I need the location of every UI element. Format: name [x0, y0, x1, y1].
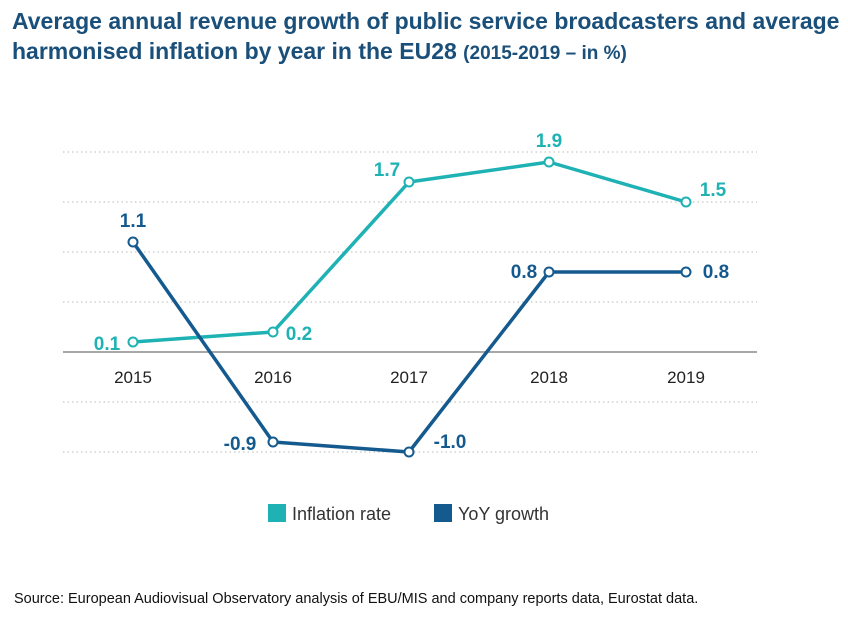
source-note: Source: European Audiovisual Observatory…: [14, 591, 699, 607]
line-chart: 2015 2016 2017 2018 2019 0.1 0.2 1.7 1.9 1.5 1.1 -0…: [63, 131, 757, 524]
data-label: 0.8: [511, 262, 537, 283]
data-point: [267, 436, 279, 448]
legend-label: Inflation rate: [292, 504, 391, 524]
data-label: 0.2: [286, 324, 312, 345]
data-label: 0.8: [703, 262, 729, 283]
data-point: [127, 336, 139, 348]
data-point: [543, 156, 555, 168]
data-label: 1.1: [120, 211, 147, 232]
data-point: [680, 196, 692, 208]
x-tick-label: 2016: [254, 368, 292, 387]
legend-label: YoY growth: [458, 504, 549, 524]
data-point: [267, 326, 279, 338]
data-label: 1.9: [536, 131, 562, 152]
x-tick-label: 2019: [667, 368, 705, 387]
data-label: 0.1: [94, 334, 121, 355]
x-tick-label: 2015: [114, 368, 152, 387]
data-label: 1.7: [374, 160, 400, 181]
legend-swatch: [268, 504, 286, 522]
data-point: [543, 266, 555, 278]
x-tick-label: 2018: [530, 368, 568, 387]
x-tick-label: 2017: [390, 368, 428, 387]
series-line-1: [131, 240, 686, 454]
data-point: [127, 236, 139, 248]
data-point: [680, 266, 692, 278]
legend-swatch: [434, 504, 452, 522]
data-point: [403, 176, 415, 188]
data-label: 1.5: [700, 180, 727, 201]
chart-title-main: Average annual revenue growth of public …: [12, 8, 840, 64]
data-label: -0.9: [224, 434, 257, 455]
chart-title: Average annual revenue growth of public …: [12, 6, 842, 69]
chart-title-sub: (2015-2019 – in %): [463, 43, 627, 64]
data-point: [403, 446, 415, 458]
data-label: -1.0: [434, 432, 467, 453]
